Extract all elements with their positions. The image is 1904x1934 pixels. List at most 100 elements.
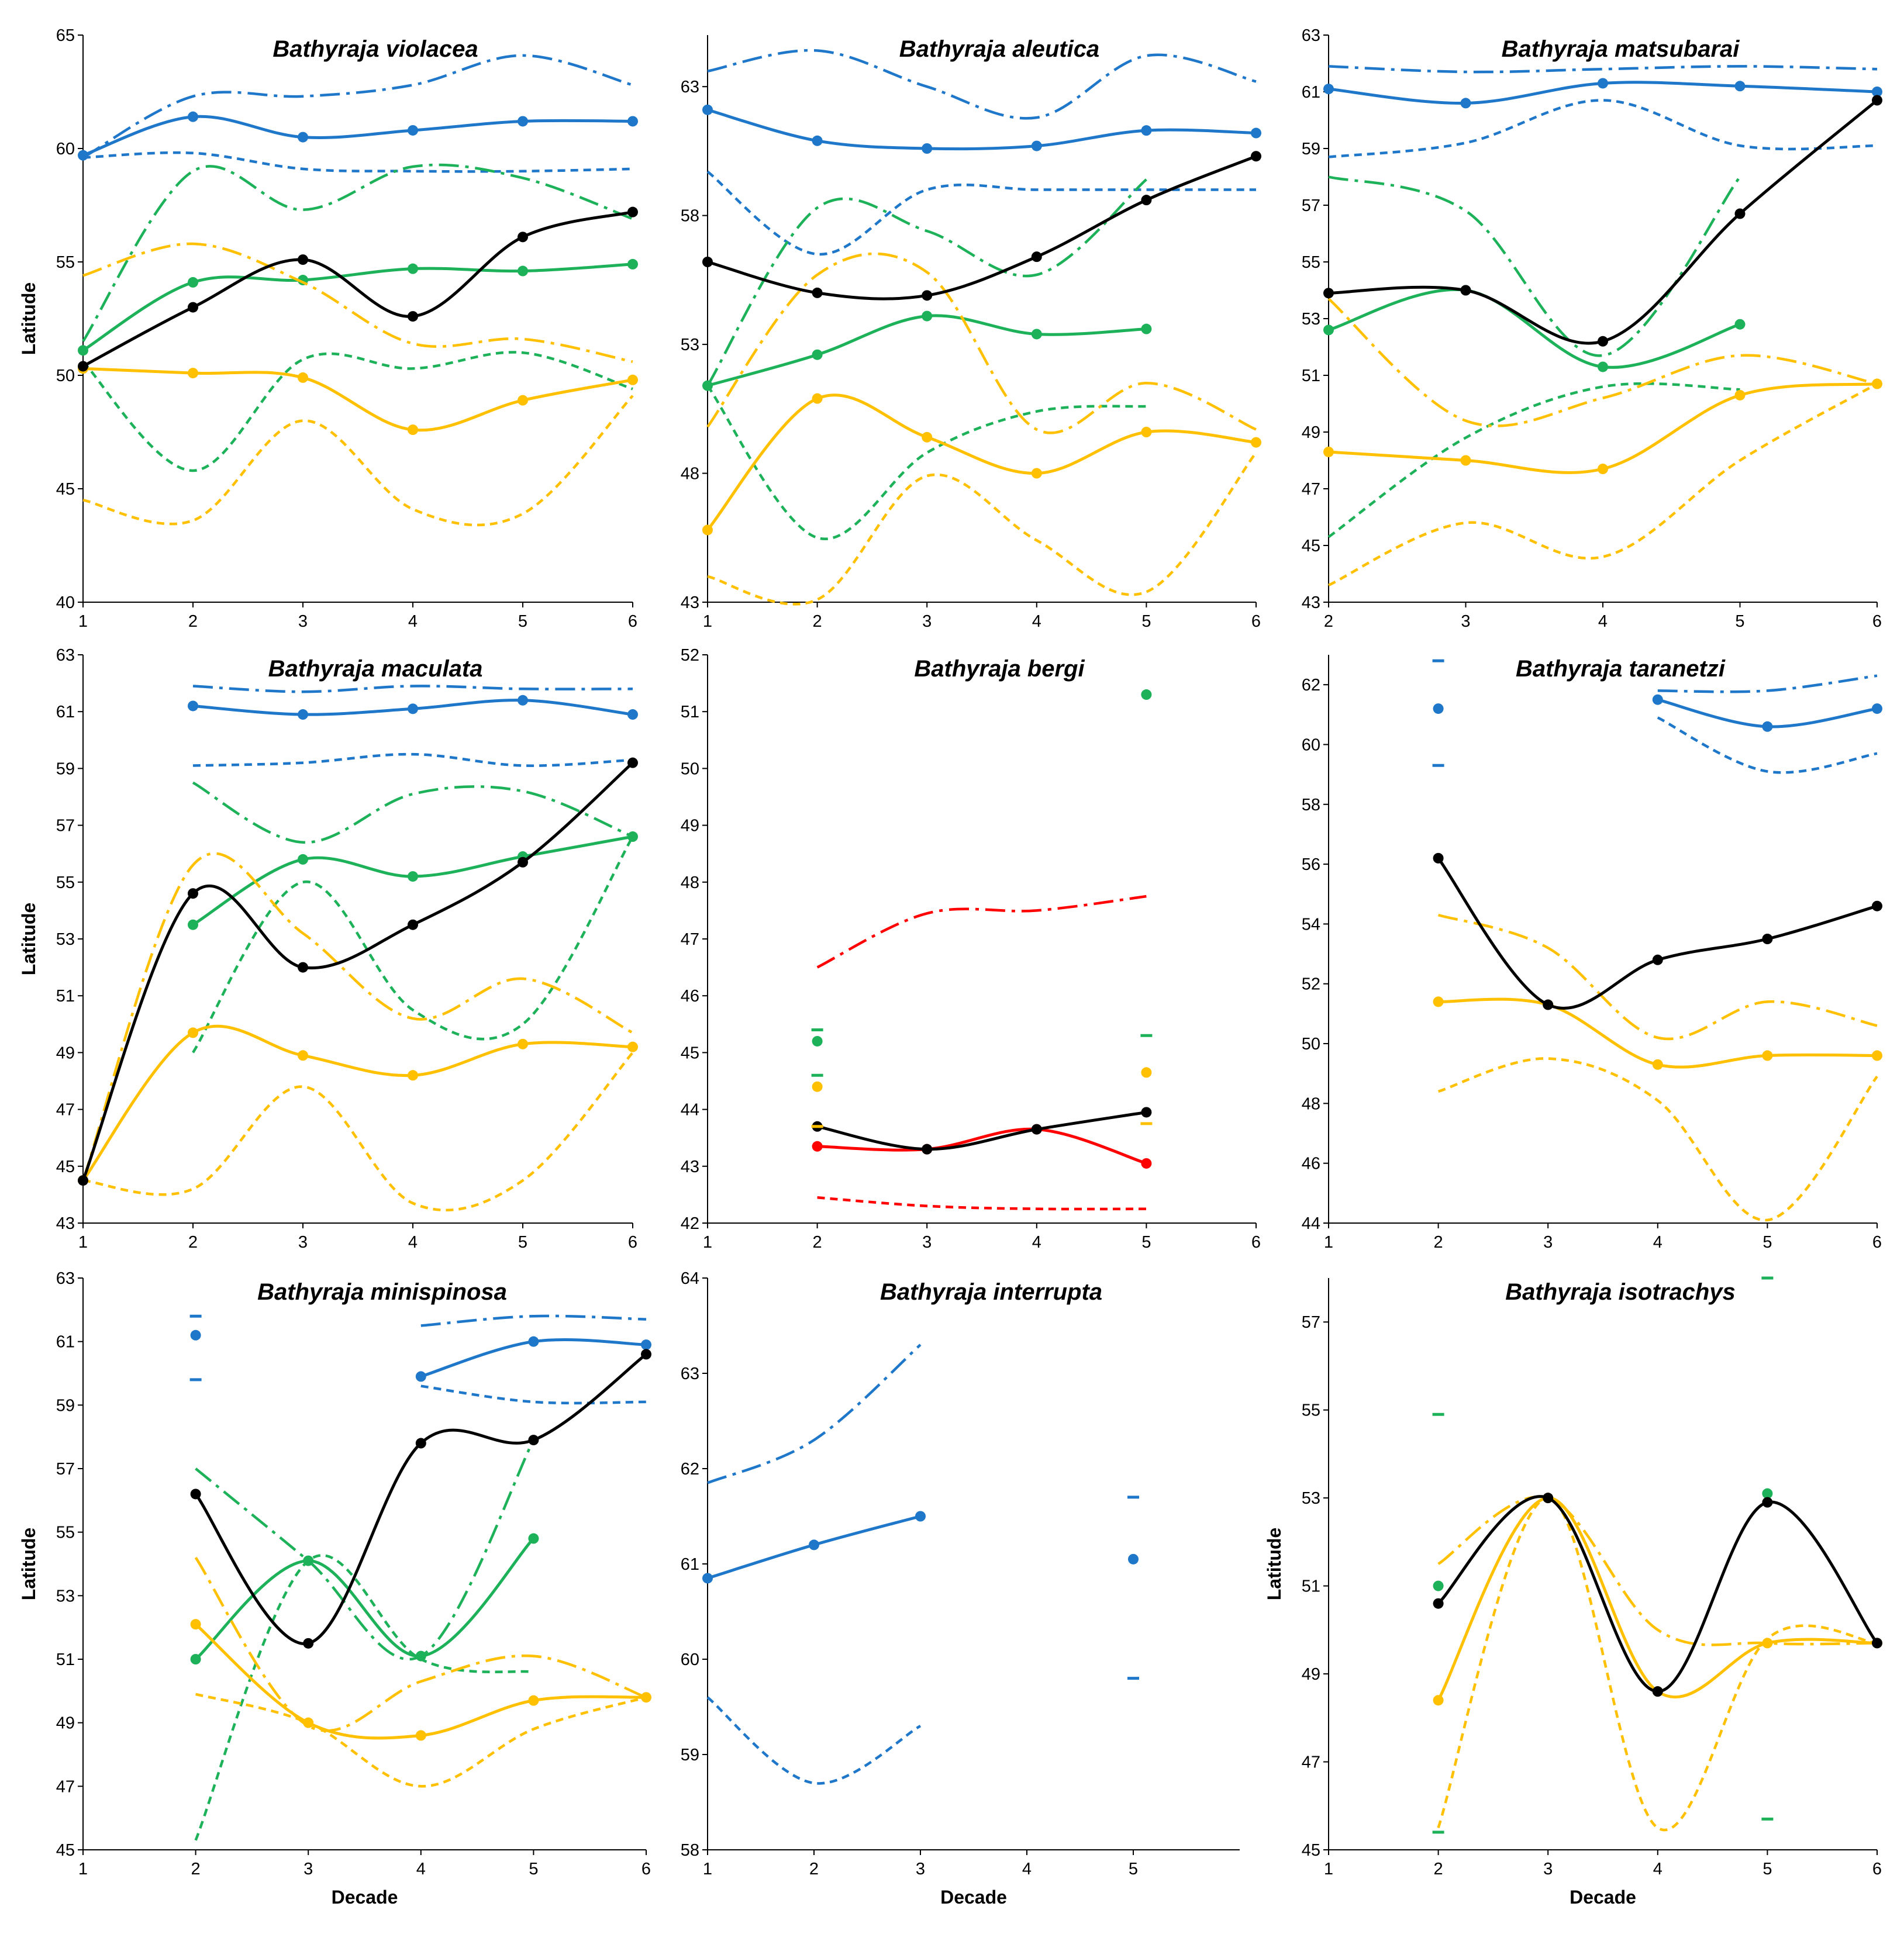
y-tick-label: 51 xyxy=(681,703,699,721)
data-point xyxy=(627,709,638,720)
data-point xyxy=(1734,389,1746,400)
y-tick-label: 43 xyxy=(56,1214,75,1233)
y-tick-label: 64 xyxy=(681,1269,699,1288)
data-point xyxy=(627,206,638,217)
y-tick-label: 59 xyxy=(56,1396,75,1415)
x-tick-label: 2 xyxy=(191,1860,201,1878)
series-line-yellow-max xyxy=(706,252,1257,434)
x-tick-label: 6 xyxy=(1872,612,1882,631)
y-tick-label: 55 xyxy=(1302,1401,1320,1420)
series-line-yellow-mean xyxy=(706,393,1257,531)
y-tick-label: 51 xyxy=(1302,1577,1320,1596)
y-tick-label: 50 xyxy=(681,759,699,778)
y-tick-label: 56 xyxy=(1302,855,1320,874)
y-tick-label: 59 xyxy=(1302,140,1320,158)
series-line-yellow-min xyxy=(82,1051,634,1211)
data-point xyxy=(298,1050,308,1061)
data-point xyxy=(408,919,418,930)
data-point xyxy=(641,1339,651,1351)
data-point xyxy=(702,104,713,115)
data-point xyxy=(188,302,198,313)
data-point xyxy=(518,265,528,277)
data-point xyxy=(1141,323,1152,334)
y-axis-label: Latitude xyxy=(1264,1528,1285,1600)
series-line-blue-min xyxy=(420,1384,647,1405)
data-point xyxy=(1323,288,1334,299)
series-line-yellow-mean xyxy=(82,367,633,432)
series-line-blue-max xyxy=(1328,65,1878,74)
data-point xyxy=(1543,1493,1554,1504)
data-point xyxy=(1762,1488,1773,1499)
x-tick-label: 6 xyxy=(641,1860,651,1878)
data-point xyxy=(1872,900,1882,911)
series-line-blue-min xyxy=(192,752,633,767)
series-line-yellow-max xyxy=(82,242,633,363)
data-point xyxy=(627,831,638,842)
data-point xyxy=(408,1070,418,1081)
data-point xyxy=(518,695,528,706)
y-tick-label: 48 xyxy=(681,465,699,484)
x-tick-label: 5 xyxy=(1129,1860,1138,1878)
x-tick-label: 2 xyxy=(809,1860,819,1878)
y-tick-label: 61 xyxy=(681,1555,699,1574)
series-line-red-mean xyxy=(817,1127,1147,1165)
y-tick-label: 48 xyxy=(681,873,699,892)
x-tick-label: 4 xyxy=(1032,1233,1041,1252)
chart-title: Bathyraja taranetzi xyxy=(1516,656,1726,682)
y-tick-label: 49 xyxy=(56,1714,75,1733)
data-point xyxy=(1141,689,1152,700)
data-point xyxy=(518,232,528,243)
data-point xyxy=(1323,446,1334,457)
data-point xyxy=(1141,1067,1152,1078)
data-point xyxy=(1734,208,1746,219)
data-point xyxy=(408,703,418,714)
data-point xyxy=(1031,329,1042,340)
y-tick-label: 48 xyxy=(1302,1094,1320,1113)
y-tick-label: 44 xyxy=(681,1101,699,1120)
x-tick-label: 1 xyxy=(703,612,712,631)
series-line-blue-min xyxy=(706,1696,922,1785)
y-tick-label: 43 xyxy=(681,1158,699,1176)
x-tick-label: 5 xyxy=(518,612,527,631)
x-tick-label: 2 xyxy=(813,1233,822,1252)
data-point xyxy=(1762,934,1773,944)
data-point xyxy=(298,254,308,265)
x-tick-label: 2 xyxy=(1324,612,1333,631)
y-tick-label: 47 xyxy=(681,930,699,949)
data-point xyxy=(528,1435,539,1446)
data-point xyxy=(641,1349,651,1360)
data-point xyxy=(1141,195,1152,206)
data-point xyxy=(1141,125,1152,136)
x-tick-label: 4 xyxy=(1598,612,1608,631)
series-line-blue-max xyxy=(82,54,633,159)
series-line-overall-mean xyxy=(81,761,634,1181)
x-tick-label: 3 xyxy=(916,1860,925,1878)
series-line-overall-mean xyxy=(707,154,1257,301)
chart-title: Bathyraja minispinosa xyxy=(257,1279,507,1305)
data-point xyxy=(809,1539,819,1550)
series-line-yellow-min xyxy=(1437,1057,1878,1222)
data-point xyxy=(1433,1598,1444,1609)
series-line-green-min xyxy=(706,385,1147,540)
x-tick-label: 6 xyxy=(1872,1233,1882,1252)
x-tick-label: 5 xyxy=(518,1233,527,1252)
x-tick-label: 3 xyxy=(1461,612,1470,631)
data-point xyxy=(1598,361,1608,372)
data-point xyxy=(298,709,308,720)
y-tick-label: 63 xyxy=(56,1269,75,1288)
y-tick-label: 57 xyxy=(56,1460,75,1479)
data-point xyxy=(1652,954,1663,965)
series-line-green-min xyxy=(192,835,634,1054)
data-point xyxy=(78,345,88,356)
y-tick-label: 59 xyxy=(56,759,75,778)
y-tick-label: 47 xyxy=(56,1777,75,1796)
series-line-green-max xyxy=(192,781,633,844)
y-tick-label: 49 xyxy=(1302,423,1320,442)
y-tick-label: 45 xyxy=(56,1841,75,1860)
y-tick-label: 49 xyxy=(681,817,699,835)
y-tick-label: 50 xyxy=(56,367,75,385)
data-point xyxy=(518,857,528,868)
